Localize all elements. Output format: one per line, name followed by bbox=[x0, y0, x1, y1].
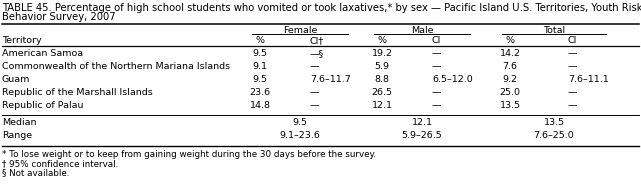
Text: 13.5: 13.5 bbox=[544, 118, 565, 127]
Text: —: — bbox=[568, 49, 578, 58]
Text: * To lose weight or to keep from gaining weight during the 30 days before the su: * To lose weight or to keep from gaining… bbox=[2, 150, 376, 159]
Text: 8.8: 8.8 bbox=[374, 75, 390, 84]
Text: %: % bbox=[256, 36, 265, 45]
Text: —: — bbox=[432, 49, 442, 58]
Text: 9.5: 9.5 bbox=[292, 118, 308, 127]
Text: %: % bbox=[378, 36, 387, 45]
Text: —: — bbox=[432, 62, 442, 71]
Text: 12.1: 12.1 bbox=[412, 118, 433, 127]
Text: 6.5–12.0: 6.5–12.0 bbox=[432, 75, 473, 84]
Text: Range: Range bbox=[2, 131, 32, 140]
Text: 9.5: 9.5 bbox=[253, 49, 267, 58]
Text: Female: Female bbox=[283, 26, 317, 35]
Text: —: — bbox=[310, 62, 319, 71]
Text: —: — bbox=[568, 62, 578, 71]
Text: CI†: CI† bbox=[310, 36, 324, 45]
Text: Republic of Palau: Republic of Palau bbox=[2, 101, 83, 110]
Text: 9.2: 9.2 bbox=[503, 75, 517, 84]
Text: Behavior Survey, 2007: Behavior Survey, 2007 bbox=[2, 12, 115, 22]
Text: Guam: Guam bbox=[2, 75, 30, 84]
Text: Male: Male bbox=[411, 26, 433, 35]
Text: CI: CI bbox=[568, 36, 578, 45]
Text: 14.2: 14.2 bbox=[499, 49, 520, 58]
Text: CI: CI bbox=[432, 36, 442, 45]
Text: Total: Total bbox=[543, 26, 565, 35]
Text: 9.5: 9.5 bbox=[253, 75, 267, 84]
Text: 13.5: 13.5 bbox=[499, 101, 520, 110]
Text: 7.6–25.0: 7.6–25.0 bbox=[533, 131, 574, 140]
Text: 9.1: 9.1 bbox=[253, 62, 267, 71]
Text: 7.6–11.7: 7.6–11.7 bbox=[310, 75, 351, 84]
Text: 5.9: 5.9 bbox=[374, 62, 390, 71]
Text: American Samoa: American Samoa bbox=[2, 49, 83, 58]
Text: 25.0: 25.0 bbox=[499, 88, 520, 97]
Text: Territory: Territory bbox=[2, 36, 42, 45]
Text: —: — bbox=[432, 101, 442, 110]
Text: 5.9–26.5: 5.9–26.5 bbox=[402, 131, 442, 140]
Text: 7.6: 7.6 bbox=[503, 62, 517, 71]
Text: 23.6: 23.6 bbox=[249, 88, 271, 97]
Text: 14.8: 14.8 bbox=[249, 101, 271, 110]
Text: Republic of the Marshall Islands: Republic of the Marshall Islands bbox=[2, 88, 153, 97]
Text: —: — bbox=[568, 101, 578, 110]
Text: 9.1–23.6: 9.1–23.6 bbox=[279, 131, 320, 140]
Text: —: — bbox=[310, 101, 319, 110]
Text: 26.5: 26.5 bbox=[372, 88, 392, 97]
Text: 12.1: 12.1 bbox=[372, 101, 392, 110]
Text: —§: —§ bbox=[310, 49, 324, 58]
Text: 19.2: 19.2 bbox=[372, 49, 392, 58]
Text: —: — bbox=[568, 88, 578, 97]
Text: Commonwealth of the Northern Mariana Islands: Commonwealth of the Northern Mariana Isl… bbox=[2, 62, 230, 71]
Text: § Not available.: § Not available. bbox=[2, 168, 69, 177]
Text: —: — bbox=[310, 88, 319, 97]
Text: † 95% confidence interval.: † 95% confidence interval. bbox=[2, 159, 118, 168]
Text: Median: Median bbox=[2, 118, 37, 127]
Text: —: — bbox=[432, 88, 442, 97]
Text: TABLE 45. Percentage of high school students who vomited or took laxatives,* by : TABLE 45. Percentage of high school stud… bbox=[2, 3, 641, 13]
Text: %: % bbox=[506, 36, 515, 45]
Text: 7.6–11.1: 7.6–11.1 bbox=[568, 75, 609, 84]
